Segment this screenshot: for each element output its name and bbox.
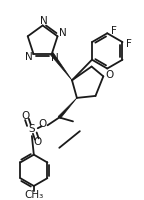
Text: N: N [25, 52, 32, 62]
Text: N: N [59, 28, 66, 38]
Text: O: O [38, 119, 47, 129]
Text: O: O [22, 111, 30, 121]
Text: F: F [126, 39, 132, 49]
Text: F: F [111, 26, 117, 36]
Polygon shape [58, 98, 77, 118]
Text: CH₃: CH₃ [24, 190, 43, 200]
Text: O: O [34, 137, 42, 147]
Polygon shape [51, 53, 72, 80]
Text: S: S [29, 124, 35, 134]
Text: O: O [105, 70, 113, 80]
Text: N: N [40, 16, 48, 26]
Text: N: N [51, 53, 59, 63]
